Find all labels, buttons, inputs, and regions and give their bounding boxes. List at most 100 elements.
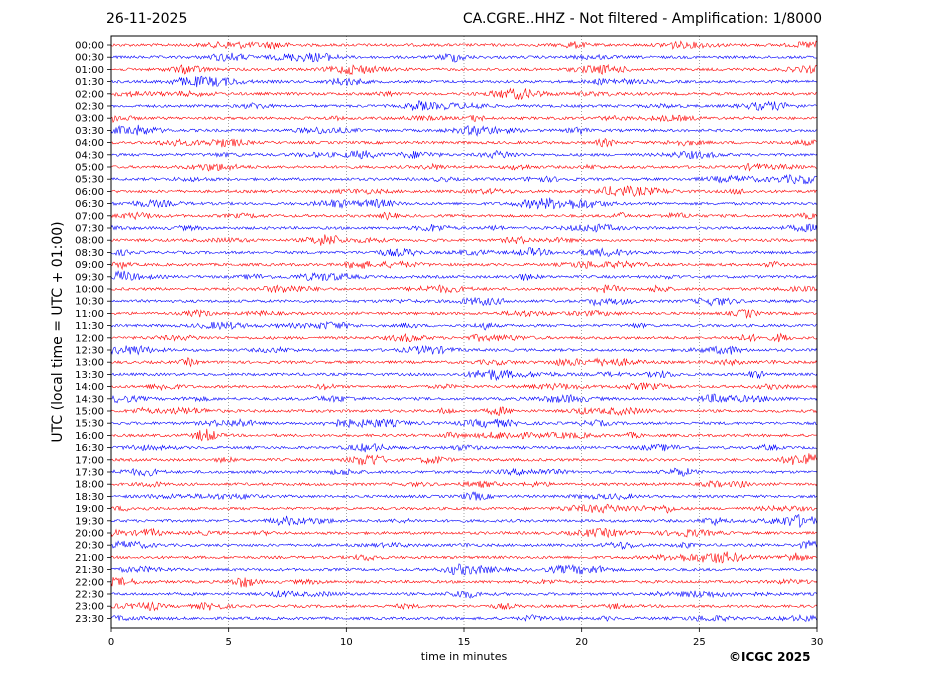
plot-frame [110, 35, 818, 629]
trace-1130 [110, 321, 818, 331]
x-tick-label: 5 [225, 637, 231, 648]
y-tick-label: 23:30 [75, 614, 104, 625]
trace-1300 [110, 357, 818, 368]
trace-2300 [110, 601, 818, 612]
trace-0330 [110, 124, 818, 137]
y-axis-label: UTC (local time = UTC + 01:00) [50, 221, 66, 442]
trace-2100 [110, 551, 818, 564]
y-tick-label: 18:00 [75, 480, 104, 491]
trace-0730 [110, 223, 818, 233]
y-tick-label: 21:00 [75, 553, 104, 564]
y-tick-label: 23:00 [75, 602, 104, 613]
trace-0530 [110, 174, 818, 185]
station-title: CA.CGRE..HHZ - Not filtered - Amplificat… [462, 11, 822, 27]
y-tick-label: 03:30 [75, 126, 104, 137]
trace-0300 [110, 114, 818, 123]
y-tick-label: 19:00 [75, 504, 104, 515]
y-tick-label: 03:00 [75, 114, 104, 125]
y-tick-label: 04:00 [75, 138, 104, 149]
y-tick-label: 09:30 [75, 272, 104, 283]
trace-0800 [110, 234, 818, 246]
date-label: 26-11-2025 [106, 11, 188, 27]
y-tick-label: 01:30 [75, 77, 104, 88]
trace-2130 [110, 563, 818, 576]
y-tick-label: 00:30 [75, 53, 104, 64]
y-tick-label: 06:00 [75, 187, 104, 198]
trace-2330 [110, 614, 818, 623]
y-tick-label: 16:00 [75, 431, 104, 442]
trace-0200 [110, 87, 818, 101]
trace-0700 [110, 211, 818, 221]
trace-0230 [110, 100, 818, 112]
y-tick-label: 20:30 [75, 541, 104, 552]
y-tick-label: 22:30 [75, 590, 104, 601]
y-tick-label: 15:30 [75, 419, 104, 430]
y-tick-label: 14:00 [75, 382, 104, 393]
y-tick-label: 11:30 [75, 321, 104, 332]
y-tick-label: 00:00 [75, 41, 104, 52]
trace-0500 [110, 162, 818, 172]
x-axis-label: time in minutes [421, 650, 508, 663]
y-tick-label: 22:00 [75, 577, 104, 588]
y-tick-label: 09:00 [75, 260, 104, 271]
y-tick-label: 19:30 [75, 516, 104, 527]
y-tick-label: 02:30 [75, 102, 104, 113]
trace-1200 [110, 332, 818, 343]
y-tick-label: 05:00 [75, 163, 104, 174]
y-tick-label: 11:00 [75, 309, 104, 320]
trace-0930 [110, 270, 818, 281]
trace-1800 [110, 480, 818, 489]
trace-1900 [110, 503, 818, 514]
trace-1600 [110, 428, 818, 442]
y-tick-label: 10:00 [75, 285, 104, 296]
x-tick-label: 30 [811, 637, 824, 648]
x-tick-label: 20 [575, 637, 588, 648]
trace-2200 [110, 576, 818, 588]
trace-1030 [110, 297, 818, 307]
trace-1430 [110, 393, 818, 404]
trace-1630 [110, 443, 818, 453]
y-tick-label: 18:30 [75, 492, 104, 503]
y-tick-label: 17:30 [75, 468, 104, 479]
y-tick-label: 01:00 [75, 65, 104, 76]
trace-0100 [110, 63, 818, 76]
y-tick-label: 20:00 [75, 529, 104, 540]
trace-1330 [111, 369, 818, 382]
trace-2000 [110, 527, 818, 539]
y-tick-label: 05:30 [75, 175, 104, 186]
trace-1530 [110, 418, 818, 429]
trace-0030 [110, 52, 818, 63]
trace-0400 [110, 137, 818, 148]
y-tick-label: 14:30 [75, 394, 104, 405]
y-tick-label: 07:00 [75, 211, 104, 222]
trace-1930 [110, 514, 818, 528]
y-tick-label: 13:00 [75, 358, 104, 369]
trace-1000 [110, 284, 818, 294]
trace-1100 [110, 309, 818, 319]
trace-1700 [110, 453, 818, 466]
y-tick-label: 02:00 [75, 89, 104, 100]
x-tick-label: 15 [458, 637, 471, 648]
y-tick-label: 17:00 [75, 455, 104, 466]
y-tick-label: 15:00 [75, 407, 104, 418]
x-tick-label: 0 [108, 637, 114, 648]
trace-0900 [110, 260, 818, 271]
x-tick-label: 25 [693, 637, 706, 648]
x-tick-label: 10 [340, 637, 353, 648]
trace-2230 [110, 590, 818, 599]
trace-0630 [110, 197, 818, 210]
y-tick-label: 08:30 [75, 248, 104, 259]
y-tick-label: 08:00 [75, 236, 104, 247]
y-tick-label: 21:30 [75, 565, 104, 576]
y-tick-label: 12:30 [75, 346, 104, 357]
y-tick-label: 16:30 [75, 443, 104, 454]
y-tick-label: 13:30 [75, 370, 104, 381]
trace-0000 [110, 40, 818, 50]
y-tick-label: 04:30 [75, 150, 104, 161]
y-tick-label: 12:00 [75, 333, 104, 344]
y-tick-label: 07:30 [75, 224, 104, 235]
trace-1400 [110, 382, 818, 392]
trace-2030 [110, 540, 818, 551]
trace-0600 [110, 185, 818, 197]
